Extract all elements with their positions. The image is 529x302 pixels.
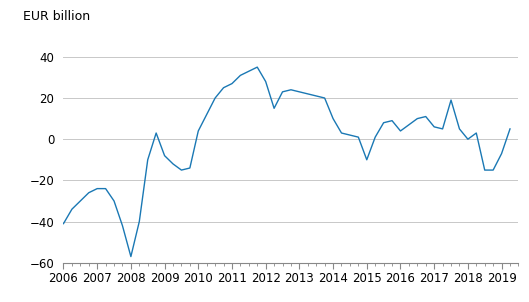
Text: EUR billion: EUR billion <box>23 10 89 23</box>
